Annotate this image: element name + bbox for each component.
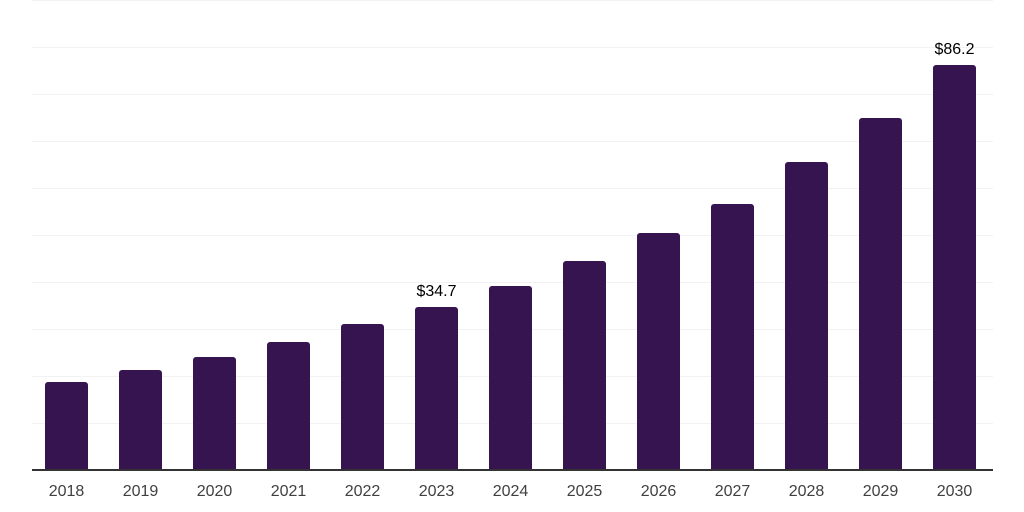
x-tick-label-2025: 2025 [566,483,603,500]
x-tick-label-2026: 2026 [640,483,677,500]
x-tick-label-2030: 2030 [936,483,973,500]
bar-2020 [193,356,236,470]
x-tick-label-2029: 2029 [862,483,899,500]
bar-2024 [489,286,532,470]
bar-2026 [637,233,680,470]
bar-2030 [933,64,976,470]
x-tick-label-2019: 2019 [122,483,159,500]
x-tick-label-2022: 2022 [344,483,381,500]
bar-2028 [785,161,828,470]
x-tick-label-2023: 2023 [418,483,455,500]
bar-2027 [711,203,754,470]
x-tick-label-2020: 2020 [196,483,233,500]
bar-2019 [119,369,162,470]
plot-area: $34.7 $86.2 [32,0,993,471]
bar-2021 [267,342,310,470]
bar-2018 [45,381,88,470]
x-axis-labels: 2018 2019 2020 2021 2022 2023 2024 2025 2026 2027… [32,470,993,512]
data-label-2023: $34.7 [416,282,457,300]
bar-2023 [415,306,458,470]
x-axis-line [32,469,993,471]
x-tick-label-2024: 2024 [492,483,529,500]
x-tick-label-2027: 2027 [714,483,751,500]
gridline [32,47,993,48]
gridline [32,188,993,189]
bar-2025 [563,260,606,470]
data-label-2030: $86.2 [934,40,975,58]
x-tick-label-2028: 2028 [788,483,825,500]
gridline [32,141,993,142]
gridline [32,282,993,283]
gridline [32,94,993,95]
x-tick-label-2021: 2021 [270,483,307,500]
x-tick-label-2018: 2018 [48,483,85,500]
gridline [32,0,993,1]
gridline [32,235,993,236]
bar-2022 [341,324,384,470]
bar-2029 [859,117,902,470]
